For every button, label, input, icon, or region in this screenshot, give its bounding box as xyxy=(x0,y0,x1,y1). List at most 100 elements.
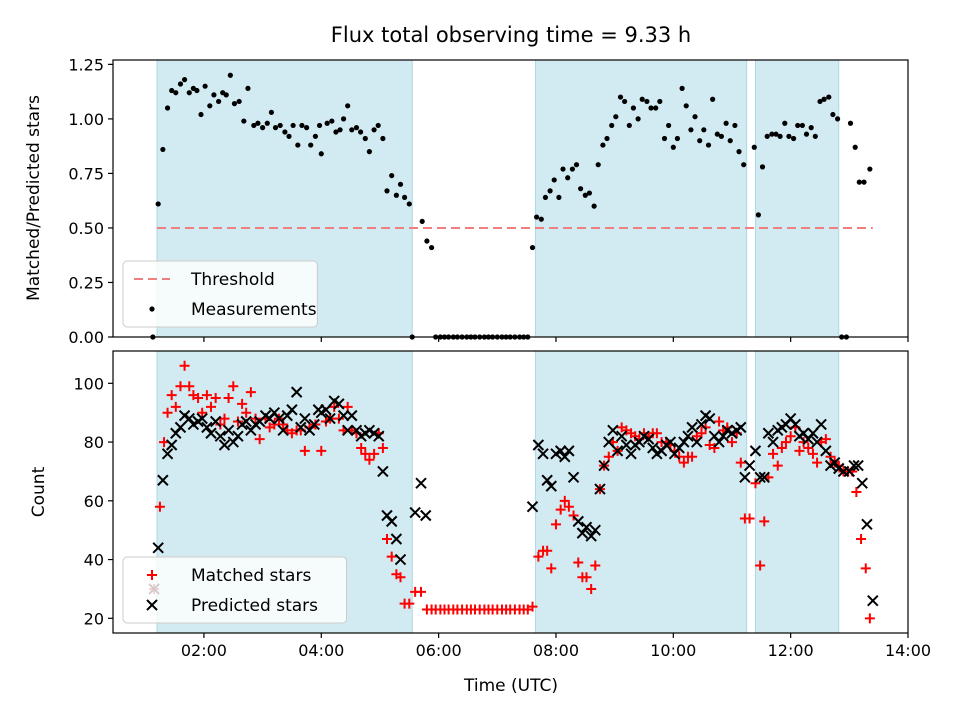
ratio-panel: 0.00 0.25 0.50 0.75 1.00 1.25 Threshold Measure… xyxy=(68,55,909,347)
data-point xyxy=(393,192,399,198)
data-point xyxy=(240,415,252,428)
data-point xyxy=(648,105,654,111)
data-point xyxy=(860,563,871,574)
data-point xyxy=(847,120,854,126)
data-point xyxy=(214,430,227,442)
data-point xyxy=(210,393,221,403)
data-point xyxy=(308,418,320,431)
data-point xyxy=(741,162,747,168)
data-point xyxy=(815,418,827,431)
data-point xyxy=(304,125,310,131)
data-point xyxy=(644,98,650,105)
data-point xyxy=(578,186,584,192)
data-point xyxy=(864,613,875,624)
data-point xyxy=(551,177,557,183)
data-point xyxy=(620,439,633,451)
legend-swatch xyxy=(146,599,158,611)
data-point xyxy=(232,430,244,442)
data-point xyxy=(416,586,427,597)
data-point xyxy=(585,530,597,542)
data-point xyxy=(533,551,544,562)
data-point xyxy=(586,583,597,594)
data-point xyxy=(768,448,779,459)
data-point xyxy=(183,412,195,425)
data-point xyxy=(173,90,179,96)
data-point xyxy=(739,471,751,484)
data-point xyxy=(295,421,307,434)
data-point xyxy=(861,518,873,531)
data-point xyxy=(404,598,415,609)
data-point xyxy=(603,436,615,448)
data-point xyxy=(268,109,275,115)
data-point xyxy=(541,474,553,486)
data-point xyxy=(861,179,867,185)
data-point xyxy=(205,427,217,439)
data-point xyxy=(299,445,310,456)
data-point xyxy=(227,72,233,78)
data-point xyxy=(295,142,301,148)
data-point xyxy=(701,127,707,133)
data-point xyxy=(590,560,601,571)
data-point xyxy=(174,421,187,434)
data-point xyxy=(755,212,761,218)
data-point xyxy=(580,521,593,533)
data-point xyxy=(852,459,864,472)
data-point xyxy=(777,133,783,139)
data-point xyxy=(175,381,186,392)
legend-swatch xyxy=(147,570,157,580)
y-tick-label: 0.00 xyxy=(68,328,104,347)
data-point xyxy=(785,431,796,442)
data-point xyxy=(269,419,280,430)
data-point xyxy=(565,175,571,181)
x-tick-label: 04:00 xyxy=(298,641,344,660)
data-point xyxy=(424,238,430,244)
data-point xyxy=(780,437,791,448)
data-point xyxy=(828,456,841,469)
data-point xyxy=(216,98,222,105)
data-point xyxy=(386,551,397,562)
data-point xyxy=(767,436,779,448)
data-point xyxy=(803,442,814,453)
data-point xyxy=(782,120,788,126)
data-point xyxy=(320,404,332,416)
data-point xyxy=(277,122,283,129)
data-point xyxy=(254,434,265,445)
data-point xyxy=(559,495,570,506)
data-point xyxy=(759,164,766,170)
data-point xyxy=(415,477,427,489)
data-point xyxy=(615,430,628,442)
data-point xyxy=(696,428,707,439)
data-point xyxy=(727,138,733,144)
data-point xyxy=(170,401,181,412)
data-point xyxy=(691,436,703,448)
data-point xyxy=(630,105,637,111)
data-point xyxy=(717,430,729,442)
data-point xyxy=(573,557,584,568)
data-point xyxy=(622,98,628,105)
y-tick-label: 0.25 xyxy=(68,273,104,292)
legend-swatch xyxy=(149,306,155,312)
y-tick-label: 1.25 xyxy=(68,55,104,74)
data-point xyxy=(273,412,285,425)
data-point xyxy=(613,114,619,120)
data-point xyxy=(209,415,222,428)
data-point xyxy=(366,149,372,155)
data-point xyxy=(826,94,832,100)
data-point xyxy=(705,142,712,148)
data-point xyxy=(161,448,174,460)
data-point xyxy=(377,442,388,453)
data-point xyxy=(205,401,216,412)
data-point xyxy=(600,142,606,148)
data-point xyxy=(789,418,802,431)
data-point xyxy=(639,96,645,102)
series-matched-stars xyxy=(149,360,875,624)
data-point xyxy=(308,142,314,148)
data-point xyxy=(762,427,775,439)
data-point xyxy=(683,103,689,109)
data-point xyxy=(674,135,681,142)
data-point xyxy=(165,439,178,451)
data-point xyxy=(744,513,755,524)
data-point xyxy=(647,442,659,454)
data-point xyxy=(290,386,303,398)
data-point xyxy=(807,448,818,459)
